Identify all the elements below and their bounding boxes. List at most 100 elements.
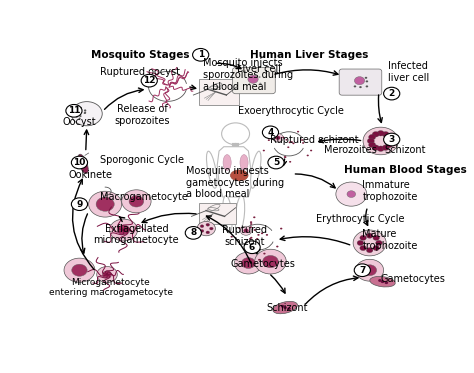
Circle shape	[377, 146, 384, 151]
Circle shape	[250, 221, 252, 223]
Circle shape	[268, 140, 270, 141]
Circle shape	[122, 190, 151, 213]
Circle shape	[387, 138, 394, 144]
Text: Oocyst: Oocyst	[63, 117, 96, 127]
Circle shape	[129, 195, 144, 207]
Text: Liver cell: Liver cell	[237, 64, 282, 74]
Circle shape	[378, 279, 382, 282]
Circle shape	[261, 232, 263, 234]
Ellipse shape	[223, 155, 231, 170]
Ellipse shape	[251, 151, 261, 188]
Circle shape	[289, 141, 291, 143]
Text: Gametocytes: Gametocytes	[231, 260, 296, 269]
Circle shape	[386, 134, 393, 140]
Circle shape	[384, 281, 388, 284]
Circle shape	[72, 264, 87, 276]
Circle shape	[263, 256, 278, 268]
Circle shape	[354, 85, 356, 87]
Ellipse shape	[273, 301, 298, 314]
Ellipse shape	[223, 195, 232, 233]
Circle shape	[258, 259, 260, 261]
Circle shape	[273, 134, 283, 142]
Circle shape	[96, 197, 114, 211]
Circle shape	[357, 240, 364, 245]
Circle shape	[377, 131, 384, 136]
Circle shape	[244, 229, 249, 233]
Circle shape	[185, 226, 201, 239]
Circle shape	[238, 227, 240, 229]
Circle shape	[89, 191, 122, 217]
Ellipse shape	[235, 195, 245, 233]
Circle shape	[240, 226, 252, 235]
Circle shape	[275, 138, 277, 140]
Circle shape	[80, 107, 82, 109]
Circle shape	[257, 234, 260, 236]
Circle shape	[372, 145, 379, 150]
Circle shape	[382, 132, 389, 137]
Text: Merozoites: Merozoites	[324, 145, 376, 154]
Text: 4: 4	[267, 128, 273, 137]
Text: Mosquito ingests
gametocytes during
a blood meal: Mosquito ingests gametocytes during a bl…	[186, 166, 284, 199]
Circle shape	[256, 238, 258, 240]
Circle shape	[255, 249, 286, 274]
Circle shape	[381, 280, 384, 283]
Text: 2: 2	[389, 89, 395, 98]
Circle shape	[250, 223, 252, 225]
Circle shape	[356, 259, 383, 281]
Polygon shape	[217, 147, 252, 197]
Text: 10: 10	[73, 158, 86, 167]
Circle shape	[372, 132, 379, 137]
Circle shape	[276, 246, 278, 247]
Text: Human Blood Stages: Human Blood Stages	[344, 165, 467, 175]
Circle shape	[354, 264, 370, 276]
Circle shape	[250, 237, 253, 239]
Text: Ruptured schizont: Ruptured schizont	[271, 135, 359, 145]
Circle shape	[230, 236, 233, 238]
Circle shape	[102, 271, 112, 278]
Circle shape	[383, 87, 400, 100]
Circle shape	[367, 138, 374, 144]
Circle shape	[369, 142, 376, 148]
Circle shape	[248, 75, 258, 83]
Text: Microgametocyte
entering macrogametocyte: Microgametocyte entering macrogametocyte	[49, 278, 173, 297]
Text: Infected
liver cell: Infected liver cell	[388, 61, 429, 83]
Circle shape	[297, 131, 299, 132]
Circle shape	[268, 132, 271, 134]
Circle shape	[369, 134, 376, 140]
Text: Mosquito injects
sporozoites during
a blood meal: Mosquito injects sporozoites during a bl…	[202, 58, 292, 91]
Circle shape	[80, 115, 82, 117]
Circle shape	[266, 234, 268, 236]
Circle shape	[259, 83, 262, 84]
Text: Human Liver Stages: Human Liver Stages	[250, 50, 368, 60]
Circle shape	[76, 110, 78, 112]
Circle shape	[141, 74, 157, 87]
Circle shape	[84, 110, 86, 112]
Text: Mosquito Stages: Mosquito Stages	[91, 50, 189, 60]
Circle shape	[289, 161, 291, 163]
Text: Release of
sporozoites: Release of sporozoites	[114, 104, 170, 126]
Circle shape	[109, 219, 137, 241]
Circle shape	[347, 191, 356, 197]
Circle shape	[283, 306, 287, 309]
Circle shape	[282, 137, 284, 138]
Circle shape	[76, 116, 78, 117]
Text: Sporogonic Cycle: Sporogonic Cycle	[100, 155, 184, 164]
Text: Exoerythrocytic Cycle: Exoerythrocytic Cycle	[238, 106, 344, 116]
Circle shape	[263, 150, 265, 151]
Circle shape	[79, 117, 81, 119]
Circle shape	[373, 245, 380, 251]
Circle shape	[64, 258, 95, 282]
Circle shape	[254, 229, 256, 231]
Circle shape	[206, 231, 210, 234]
Circle shape	[284, 156, 286, 158]
Circle shape	[353, 230, 386, 256]
Circle shape	[287, 307, 291, 310]
Circle shape	[200, 225, 204, 228]
Circle shape	[244, 241, 260, 254]
Circle shape	[268, 156, 284, 169]
Circle shape	[281, 305, 284, 308]
Circle shape	[258, 76, 261, 78]
FancyBboxPatch shape	[339, 69, 382, 95]
Circle shape	[291, 141, 293, 143]
Circle shape	[359, 86, 362, 88]
